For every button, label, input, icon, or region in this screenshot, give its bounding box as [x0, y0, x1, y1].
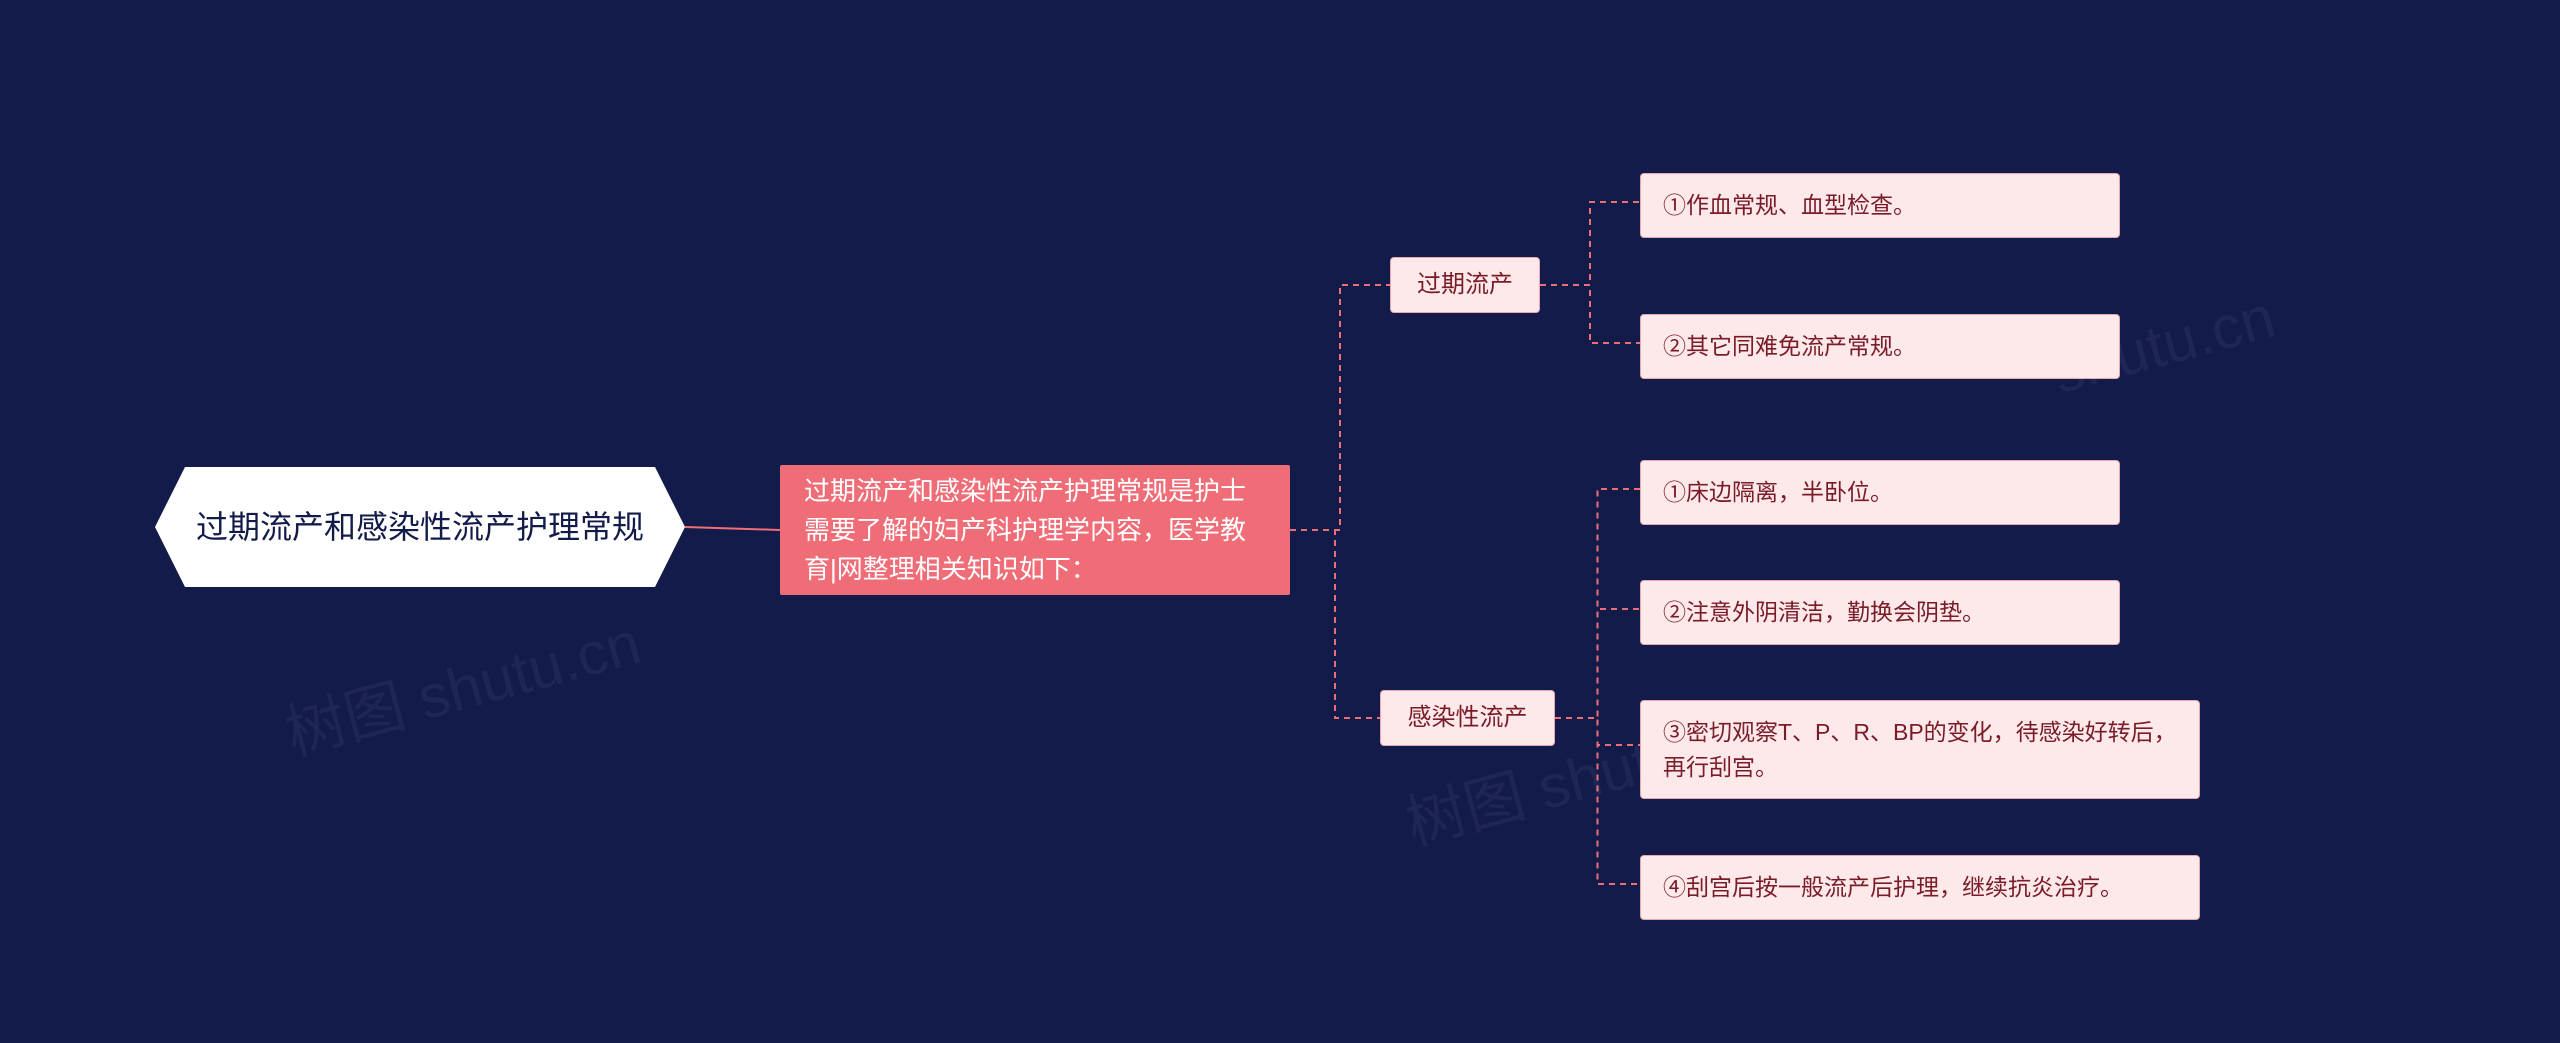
leaf-label: ①作血常规、血型检查。: [1663, 188, 1916, 223]
leaf-label: ②注意外阴清洁，勤换会阴垫。: [1663, 595, 1985, 630]
leaf-node: ②注意外阴清洁，勤换会阴垫。: [1640, 580, 2120, 645]
category-node: 过期流产: [1390, 257, 1540, 313]
leaf-label: ①床边隔离，半卧位。: [1663, 475, 1893, 510]
category-label: 感染性流产: [1408, 700, 1528, 736]
category-label: 过期流产: [1417, 267, 1513, 303]
root-node: 过期流产和感染性流产护理常规: [155, 467, 685, 587]
description-node: 过期流产和感染性流产护理常规是护士需要了解的妇产科护理学内容，医学教育|网整理相…: [780, 465, 1290, 595]
description-text: 过期流产和感染性流产护理常规是护士需要了解的妇产科护理学内容，医学教育|网整理相…: [804, 472, 1266, 589]
leaf-node: ①床边隔离，半卧位。: [1640, 460, 2120, 525]
watermark: 树图 shutu.cn: [275, 594, 649, 772]
leaf-node: ③密切观察T、P、R、BP的变化，待感染好转后，再行刮宫。: [1640, 700, 2200, 799]
leaf-node: ②其它同难免流产常规。: [1640, 314, 2120, 379]
root-label: 过期流产和感染性流产护理常规: [196, 503, 644, 551]
category-node: 感染性流产: [1380, 690, 1555, 746]
leaf-node: ①作血常规、血型检查。: [1640, 173, 2120, 238]
leaf-label: ③密切观察T、P、R、BP的变化，待感染好转后，再行刮宫。: [1663, 715, 2177, 784]
leaf-label: ②其它同难免流产常规。: [1663, 329, 1916, 364]
leaf-label: ④刮宫后按一般流产后护理，继续抗炎治疗。: [1663, 870, 2123, 905]
leaf-node: ④刮宫后按一般流产后护理，继续抗炎治疗。: [1640, 855, 2200, 920]
